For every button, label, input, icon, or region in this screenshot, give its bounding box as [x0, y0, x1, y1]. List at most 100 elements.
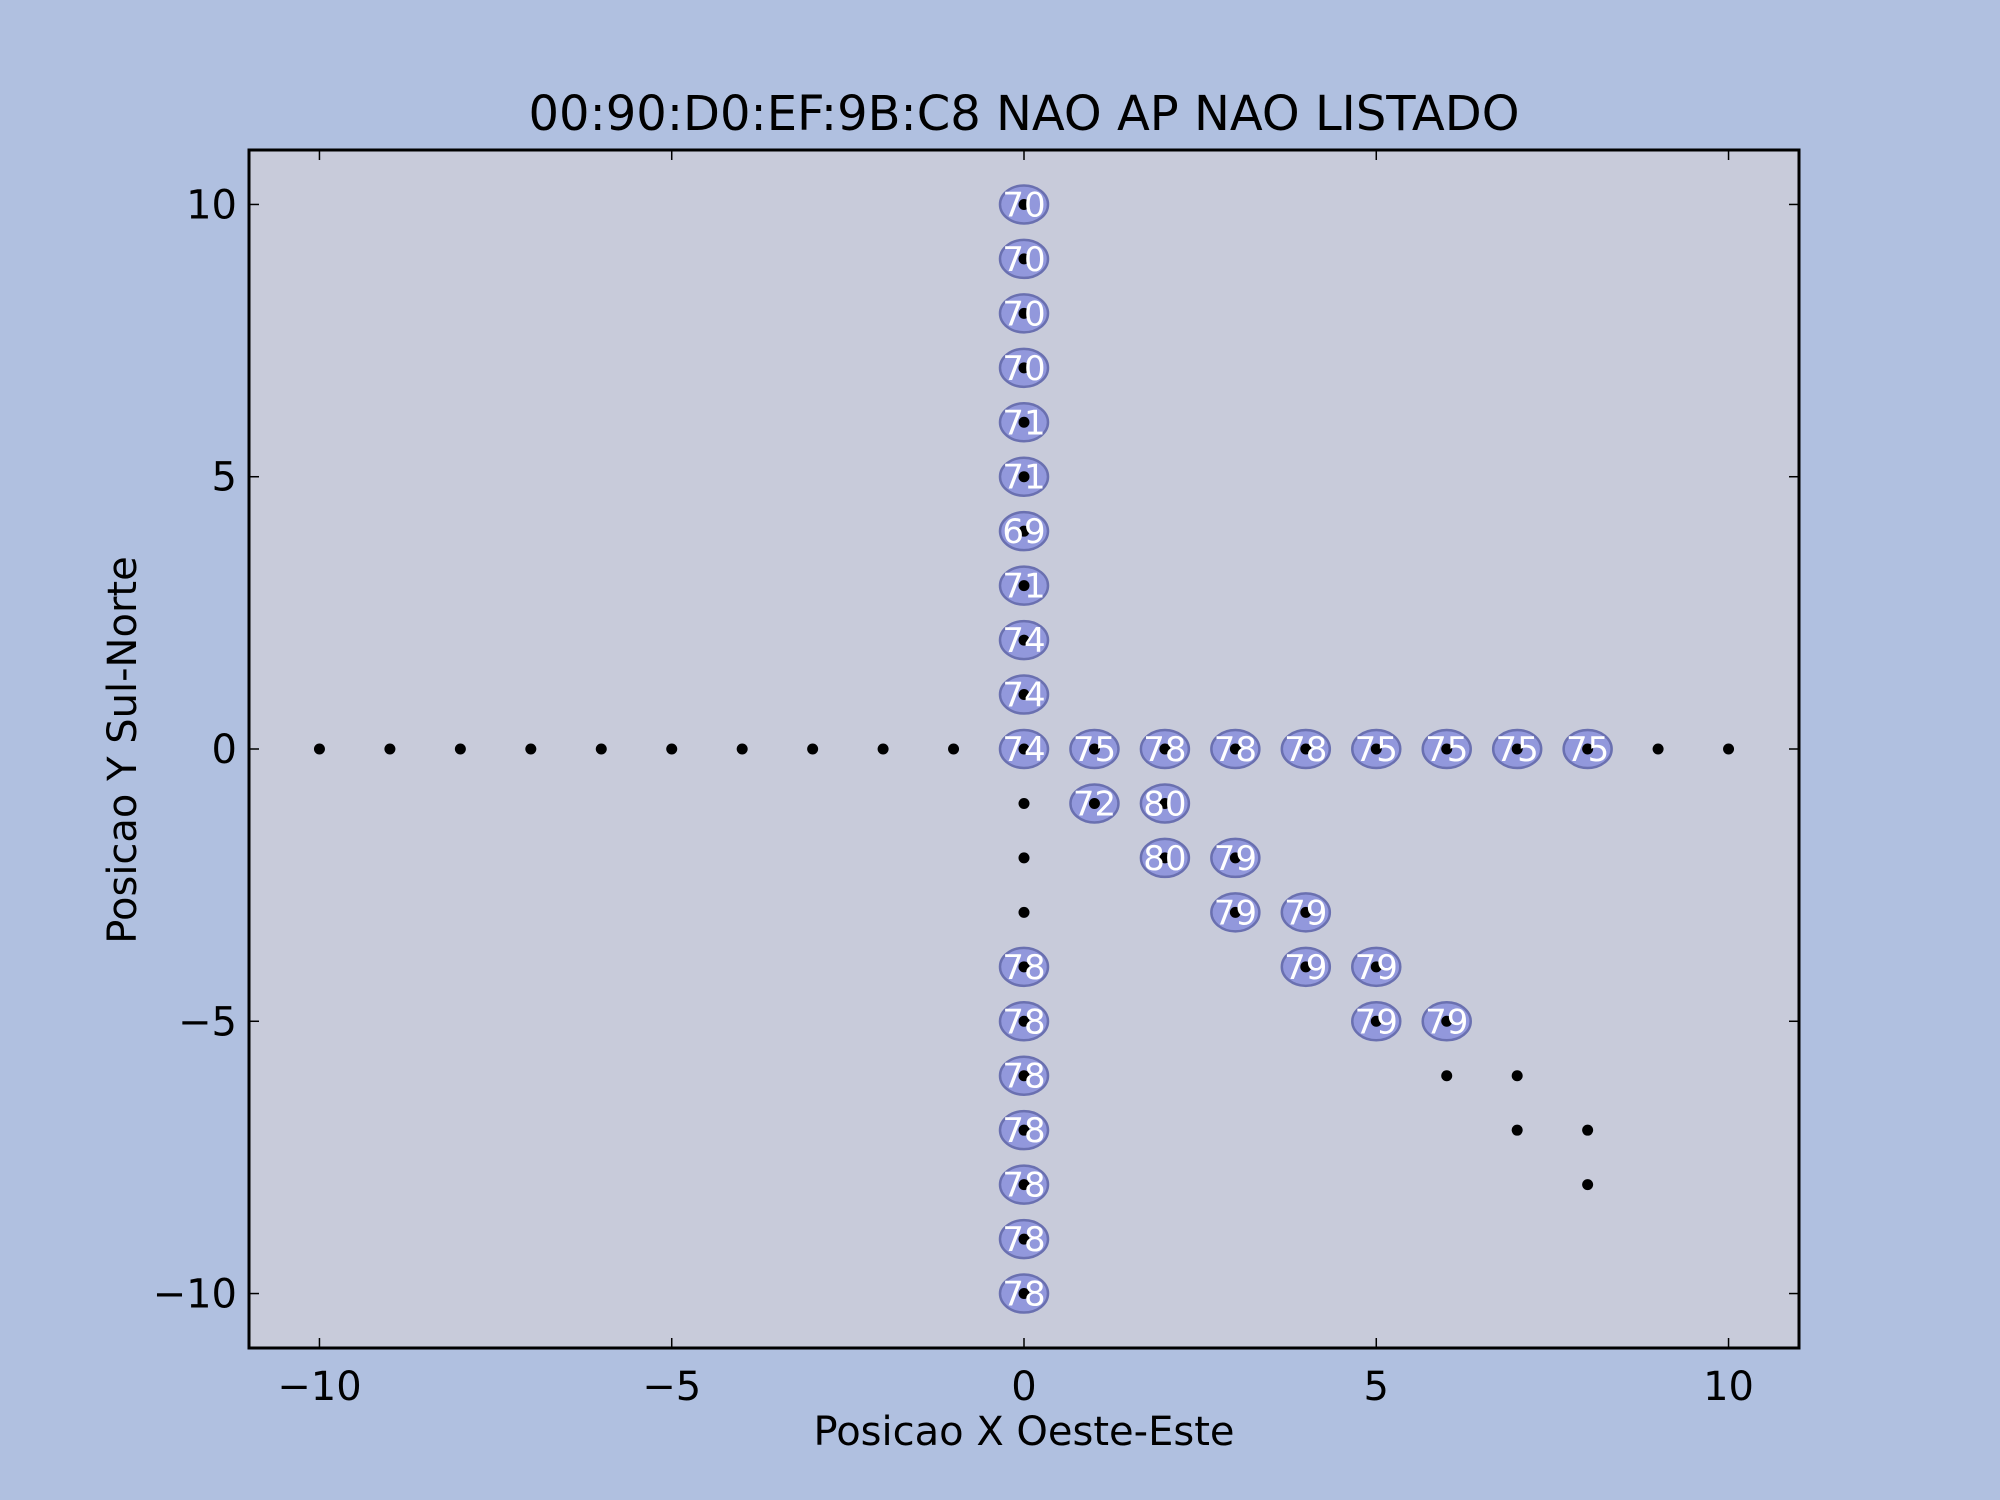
data-point — [1652, 743, 1664, 755]
signal-value-label: 72 — [1073, 784, 1116, 824]
y-tick-label: −5 — [178, 999, 237, 1045]
signal-value-label: 78 — [1002, 948, 1045, 988]
signal-value-label: 79 — [1425, 1002, 1468, 1042]
data-point — [1511, 1124, 1523, 1136]
signal-value-label: 75 — [1496, 730, 1539, 770]
y-tick-label: −10 — [153, 1272, 237, 1318]
data-point — [1018, 634, 1030, 646]
data-point — [1018, 797, 1030, 809]
data-point — [1018, 307, 1030, 319]
data-point — [1018, 416, 1030, 428]
data-point — [1300, 906, 1312, 918]
data-point — [454, 743, 466, 755]
signal-value-label: 69 — [1002, 512, 1045, 552]
data-point — [313, 743, 325, 755]
data-point — [1018, 906, 1030, 918]
data-point — [736, 743, 748, 755]
signal-value-label: 78 — [1002, 1275, 1045, 1315]
data-point — [1229, 743, 1241, 755]
data-point — [1300, 743, 1312, 755]
signal-value-label: 75 — [1355, 730, 1398, 770]
signal-value-label: 71 — [1002, 567, 1045, 607]
x-axis-label: Posicao X Oeste-Este — [814, 1409, 1235, 1455]
signal-value-label: 75 — [1566, 730, 1609, 770]
data-point — [1018, 1124, 1030, 1136]
data-point — [1159, 743, 1171, 755]
signal-value-label: 78 — [1002, 1220, 1045, 1260]
data-point — [595, 743, 607, 755]
signal-value-label: 78 — [1002, 1111, 1045, 1151]
signal-value-label: 74 — [1002, 676, 1045, 716]
data-point — [1511, 743, 1523, 755]
data-point — [1018, 743, 1030, 755]
chart-title: 00:90:D0:EF:9B:C8 NAO AP NAO LISTADO — [529, 86, 1520, 142]
data-point — [525, 743, 537, 755]
data-point — [384, 743, 396, 755]
data-point — [1370, 743, 1382, 755]
data-point — [1511, 1070, 1523, 1082]
data-point — [1159, 852, 1171, 864]
data-point — [1018, 253, 1030, 265]
data-point — [1018, 525, 1030, 537]
signal-value-label: 79 — [1284, 893, 1327, 933]
data-point — [1018, 1015, 1030, 1027]
signal-value-label: 78 — [1002, 1166, 1045, 1206]
data-point — [1018, 689, 1030, 701]
signal-value-label: 71 — [1002, 458, 1045, 498]
data-point — [1582, 1179, 1594, 1191]
signal-value-label: 80 — [1143, 784, 1186, 824]
signal-value-label: 80 — [1143, 839, 1186, 879]
data-point — [1723, 743, 1735, 755]
data-point — [1088, 743, 1100, 755]
data-point — [948, 743, 960, 755]
signal-value-label: 71 — [1002, 403, 1045, 443]
signal-value-label: 79 — [1355, 948, 1398, 988]
signal-value-label: 78 — [1284, 730, 1327, 770]
data-point — [1441, 743, 1453, 755]
signal-value-label: 70 — [1002, 294, 1045, 334]
data-point — [1441, 1015, 1453, 1027]
signal-value-label: 74 — [1002, 621, 1045, 661]
signal-value-label: 75 — [1073, 730, 1116, 770]
signal-value-label: 70 — [1002, 185, 1045, 225]
data-point — [1088, 797, 1100, 809]
data-point — [1370, 1015, 1382, 1027]
data-point — [1300, 961, 1312, 973]
y-tick-label: 10 — [186, 182, 237, 228]
signal-value-label: 79 — [1284, 948, 1327, 988]
data-point — [1018, 362, 1030, 374]
data-point — [666, 743, 678, 755]
data-point — [1018, 1233, 1030, 1245]
signal-value-label: 79 — [1214, 893, 1257, 933]
signal-value-label: 75 — [1425, 730, 1468, 770]
y-tick-label: 0 — [212, 727, 237, 773]
data-point — [1582, 743, 1594, 755]
data-point — [1018, 580, 1030, 592]
data-point — [1018, 198, 1030, 210]
data-point — [1018, 1070, 1030, 1082]
data-point — [807, 743, 819, 755]
y-axis-label: Posicao Y Sul-Norte — [100, 556, 146, 943]
data-marks: 74 75 78 78 78 75 75 75 75 74 74 71 69 71 71 70 70 70 70 78… — [313, 184, 1735, 1315]
x-tick-label: −5 — [642, 1364, 701, 1410]
data-point — [1229, 852, 1241, 864]
signal-value-label: 70 — [1002, 349, 1045, 389]
x-tick-label: 0 — [1011, 1364, 1036, 1410]
axis-ticks: −10 −5 0 5 10 −10 −5 0 5 10 — [153, 150, 1799, 1410]
data-point — [1159, 797, 1171, 809]
data-point — [1018, 852, 1030, 864]
x-tick-label: 5 — [1364, 1364, 1389, 1410]
signal-value-label: 78 — [1002, 1057, 1045, 1097]
data-point — [1229, 906, 1241, 918]
signal-value-label: 78 — [1143, 730, 1186, 770]
signal-value-label: 79 — [1355, 1002, 1398, 1042]
signal-value-label: 78 — [1214, 730, 1257, 770]
signal-value-label: 79 — [1214, 839, 1257, 879]
data-point — [1018, 1179, 1030, 1191]
x-tick-label: −10 — [277, 1364, 361, 1410]
signal-value-label: 74 — [1002, 730, 1045, 770]
y-tick-label: 5 — [212, 455, 237, 501]
data-point — [877, 743, 889, 755]
data-point — [1370, 961, 1382, 973]
